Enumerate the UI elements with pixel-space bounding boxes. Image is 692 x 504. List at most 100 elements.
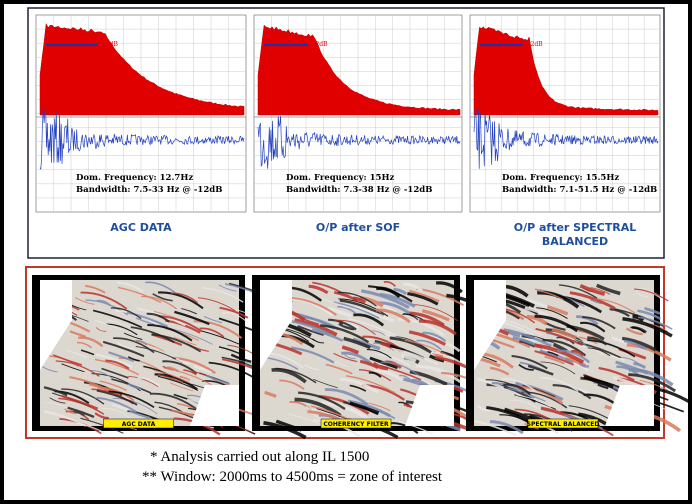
dom-frequency: Dom. Frequency: 15Hz xyxy=(286,173,395,183)
seismic-event xyxy=(85,299,128,316)
seismic-event xyxy=(506,330,521,338)
seismic-event xyxy=(90,369,112,379)
seismic-event xyxy=(644,306,661,315)
seismic-event xyxy=(313,378,338,389)
seismic-event xyxy=(41,365,58,373)
seismic-event xyxy=(199,327,225,338)
seismic-event xyxy=(403,282,424,293)
seismic-event xyxy=(526,315,548,326)
seismic-event xyxy=(333,352,358,363)
section-label-bg xyxy=(320,418,392,429)
seismic-event xyxy=(582,287,594,293)
seismic-event xyxy=(637,316,673,330)
seismic-event xyxy=(491,382,535,399)
seismic-event xyxy=(404,339,449,357)
seismic-event xyxy=(616,365,639,376)
seismic-event xyxy=(578,345,604,356)
seismic-event xyxy=(409,369,448,387)
seismic-event xyxy=(73,410,85,416)
seismic-event xyxy=(393,287,408,295)
seismic-event xyxy=(559,284,598,299)
seismic-event xyxy=(67,406,95,418)
seismic-event xyxy=(369,356,399,370)
marker-label: 12dB xyxy=(312,41,328,48)
marker-label: 12dB xyxy=(102,41,118,48)
seismic-event xyxy=(536,289,564,301)
seismic-event xyxy=(582,316,616,330)
seismic-event xyxy=(55,360,100,377)
seismic-event xyxy=(69,330,87,338)
seismic-event xyxy=(192,365,212,374)
section-label: AGC DATA xyxy=(122,421,156,428)
seismic-event xyxy=(321,401,371,422)
seismic-event xyxy=(339,377,380,394)
seismic-event xyxy=(333,301,380,319)
seismic-event xyxy=(174,310,210,326)
seismic-event xyxy=(201,330,240,345)
bandwidth: Bandwidth: 7.5-33 Hz @ -12dB xyxy=(76,185,222,195)
seismic-event xyxy=(534,314,579,333)
seismic-event xyxy=(408,330,447,346)
seismic-event xyxy=(335,319,376,335)
seismic-event xyxy=(298,391,346,410)
seismic-event xyxy=(368,371,382,378)
seismic-event xyxy=(503,328,552,348)
seismic-event xyxy=(503,383,531,396)
seismic-event xyxy=(230,353,252,363)
seismic-event xyxy=(589,298,602,305)
marker-label: 12dB xyxy=(527,41,543,48)
seismic-event xyxy=(347,317,396,336)
seismic-event xyxy=(320,324,370,344)
seismic-event xyxy=(127,356,140,362)
section-label: SPECTRAL BALANCED xyxy=(527,421,600,428)
seismic-event xyxy=(511,355,548,370)
seismic-event xyxy=(344,354,356,360)
seismic-event xyxy=(173,336,197,346)
seismic-event xyxy=(594,298,636,314)
seismic-event xyxy=(409,311,445,327)
seismic-event xyxy=(580,321,606,333)
seismic-event xyxy=(116,281,144,293)
seismic-event xyxy=(353,296,367,305)
seismic-event xyxy=(96,299,111,307)
seismic-event xyxy=(397,318,445,337)
seismic-event xyxy=(141,295,177,310)
seismic-event xyxy=(546,305,569,316)
seismic-event xyxy=(128,375,159,388)
seismic-event xyxy=(66,349,88,358)
seismic-event xyxy=(368,402,391,412)
seismic-event xyxy=(349,384,367,392)
blank-area xyxy=(605,385,654,426)
seismic-event xyxy=(106,319,139,332)
seismic-event xyxy=(166,366,179,372)
seismic-event xyxy=(587,347,611,356)
seismic-event xyxy=(345,375,396,394)
seismic-event xyxy=(623,339,644,349)
wavelet xyxy=(39,106,245,170)
seismic-event xyxy=(105,359,130,370)
seismic-event xyxy=(411,378,430,387)
seismic-event xyxy=(361,289,410,309)
seismic-event xyxy=(106,323,138,336)
seismic-event xyxy=(415,364,462,383)
seismic-event xyxy=(634,288,669,302)
seismic-event xyxy=(94,412,109,419)
seismic-event xyxy=(534,350,574,366)
seismic-event xyxy=(596,283,621,296)
seismic-event xyxy=(327,306,353,318)
seismic-event xyxy=(97,386,135,402)
seismic-event xyxy=(157,375,199,391)
seismic-event xyxy=(418,319,457,336)
spectrum xyxy=(473,26,659,116)
seismic-event xyxy=(74,297,95,305)
caption: AGC DATA xyxy=(110,221,172,234)
seismic-event xyxy=(117,342,134,350)
seismic-event xyxy=(637,309,662,320)
seismic-event xyxy=(359,296,384,308)
seismic-event xyxy=(609,308,630,318)
seismic-event xyxy=(290,346,335,364)
seismic-event xyxy=(615,360,649,375)
seismic-event xyxy=(154,373,198,391)
seismic-event xyxy=(108,351,135,363)
seismic-event xyxy=(61,388,105,405)
